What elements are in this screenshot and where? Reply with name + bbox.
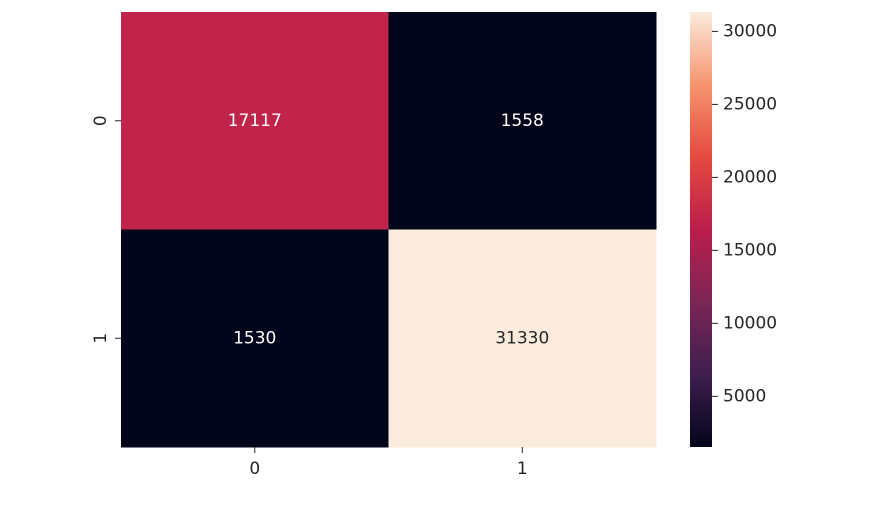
colorbar-tick-label: 5000 <box>723 386 766 406</box>
y-tick-label: 0 <box>91 115 111 126</box>
cell-value-label: 17117 <box>228 111 282 131</box>
x-tick-label: 0 <box>249 459 260 479</box>
colorbar-tick-label: 15000 <box>723 240 777 260</box>
heatmap-cell-0-1 <box>388 12 657 230</box>
heatmap-cell-1-0 <box>121 229 389 448</box>
heatmap-cell-0-0 <box>121 12 389 230</box>
colorbar-tick-label: 25000 <box>723 94 777 114</box>
colorbar-tick-label: 20000 <box>723 167 777 187</box>
colorbar-tick-label: 10000 <box>723 313 777 333</box>
x-tick-label: 1 <box>517 459 528 479</box>
heatmap-cell-labels: 17117 1558 1530 31330 <box>228 111 550 349</box>
heatmap-cells <box>121 12 657 448</box>
cell-value-label: 1530 <box>233 328 276 348</box>
heatmap-cell-1-1 <box>388 229 657 448</box>
cell-value-label: 1558 <box>501 111 544 131</box>
colorbar: 5000 10000 15000 20000 25000 30000 <box>690 12 777 447</box>
y-axis: 01 <box>91 115 121 344</box>
colorbar-gradient <box>690 12 712 447</box>
y-tick-label: 1 <box>91 333 111 344</box>
cell-value-label: 31330 <box>495 328 549 348</box>
colorbar-tick-label: 30000 <box>723 21 777 41</box>
